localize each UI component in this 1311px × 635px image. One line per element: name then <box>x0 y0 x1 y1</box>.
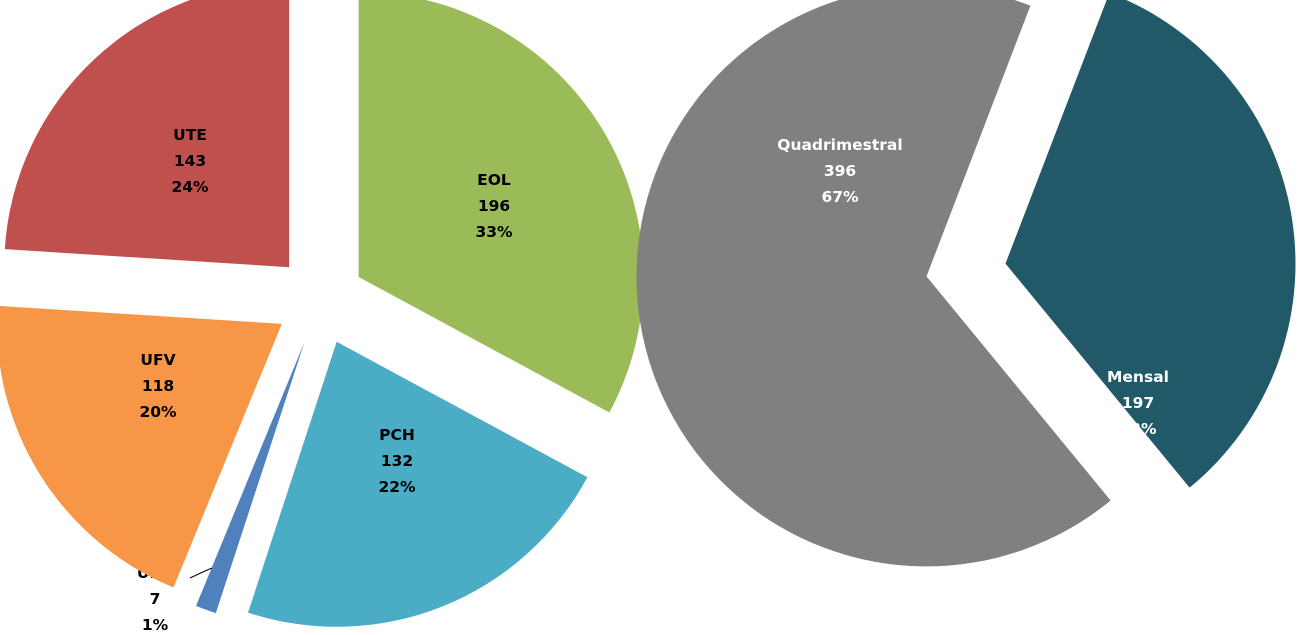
pie-slice-mensal <box>1005 0 1296 488</box>
pie-slice-ute <box>4 0 290 268</box>
data-label-ufv: UFV 118 20% <box>139 351 177 421</box>
data-label-eol: EOL 196 33% <box>475 171 513 241</box>
label-name: PCH <box>379 426 415 444</box>
label-value: 396 <box>824 162 856 180</box>
label-percent: 20% <box>139 403 177 421</box>
pie-slice-uhe <box>196 342 305 614</box>
label-percent: 24% <box>171 178 209 196</box>
label-value: 197 <box>1122 394 1154 412</box>
label-name: UFV <box>140 351 175 369</box>
pie-slice-pch <box>248 341 588 627</box>
pie-chart-frequency: Mensal 197 33% Quadrimestral 396 67% <box>636 0 1296 567</box>
pie-slice-eol <box>358 0 644 413</box>
pie-slice-ufv <box>0 306 282 588</box>
label-name: Mensal <box>1107 368 1169 386</box>
data-label-mensal: Mensal 197 33% <box>1107 368 1169 438</box>
label-name: Quadrimestral <box>777 136 902 154</box>
label-percent: 1% <box>142 616 169 634</box>
label-value: 118 <box>142 377 174 395</box>
label-value: 132 <box>381 452 413 470</box>
data-label-quadrimestral: Quadrimestral 396 67% <box>777 136 902 206</box>
label-value: 196 <box>478 197 510 215</box>
label-name: UTE <box>173 126 207 144</box>
data-label-pch: PCH 132 22% <box>378 426 416 496</box>
label-value: 7 <box>150 590 161 608</box>
label-percent: 33% <box>475 223 513 241</box>
label-percent: 33% <box>1119 420 1157 438</box>
label-name: EOL <box>477 171 511 189</box>
pie-slice-quadrimestral <box>636 0 1111 567</box>
data-label-ute: UTE 143 24% <box>171 126 209 196</box>
pie-chart-generation-type: EOL19633%PCH13222%UHE71%UFV11820%UTE1432… <box>0 0 644 634</box>
label-percent: 22% <box>378 478 416 496</box>
leader-line-uhe <box>189 567 213 579</box>
label-value: 143 <box>174 152 206 170</box>
label-percent: 67% <box>821 188 859 206</box>
